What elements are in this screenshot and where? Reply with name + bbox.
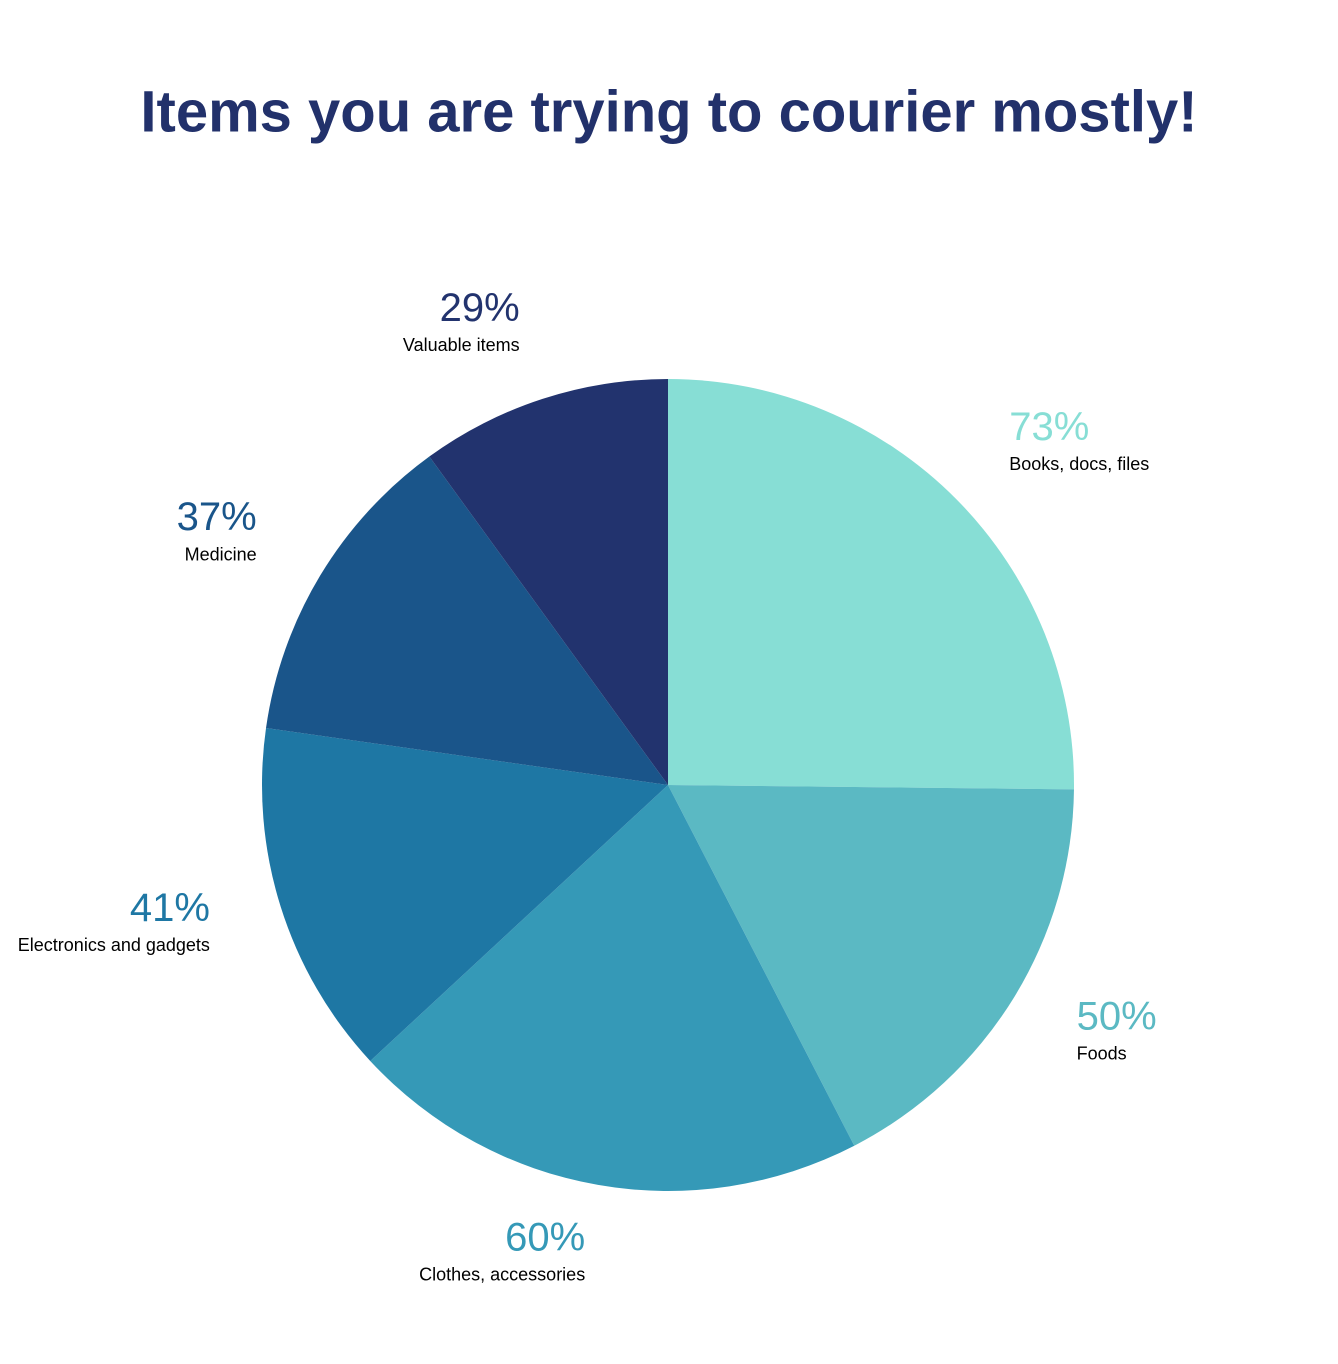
category-label: Foods — [1077, 1044, 1127, 1064]
value-label: 73% — [1009, 405, 1089, 449]
value-label: 29% — [440, 286, 520, 330]
value-label: 50% — [1077, 994, 1157, 1038]
category-label: Medicine — [185, 544, 257, 564]
pie-slice — [266, 456, 668, 785]
pie-slice — [370, 785, 855, 1191]
category-label: Valuable items — [403, 335, 520, 355]
pie-slice — [668, 379, 1074, 790]
pie-slice — [668, 785, 1074, 1146]
category-label: Clothes, accessories — [419, 1265, 585, 1285]
category-label: Books, docs, files — [1009, 454, 1149, 474]
category-label: Electronics and gadgets — [18, 935, 210, 955]
value-label: 37% — [177, 495, 257, 539]
pie-slice — [262, 728, 668, 1061]
pie-slice — [429, 379, 668, 785]
value-label: 60% — [505, 1215, 585, 1259]
chart-title: Items you are trying to courier mostly! — [140, 79, 1197, 144]
value-label: 41% — [130, 886, 210, 930]
